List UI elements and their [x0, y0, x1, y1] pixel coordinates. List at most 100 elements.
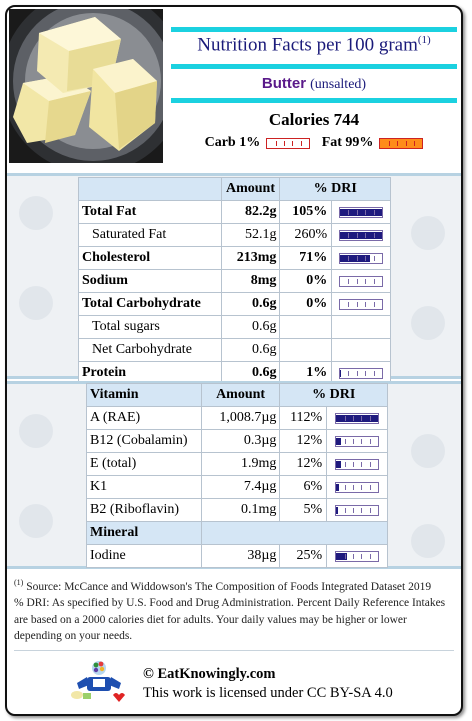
site-name[interactable]: © EatKnowingly.com: [143, 666, 276, 682]
nutrient-table: Amount % DRI Total Fat 82.2g 105% Saturated…: [78, 177, 391, 385]
bar-tick: [397, 140, 399, 146]
vitamin-row-name: E (total): [86, 452, 202, 476]
footnote-source: (1) Source: McCance and Widdowson's The …: [14, 575, 456, 595]
footnote-source-text: Source: McCance and Widdowson's The Comp…: [26, 580, 432, 593]
mineral-row-name: Iodine: [86, 544, 202, 568]
vitamin-row-dri-bar-cell: [326, 452, 388, 476]
bar-tick: [352, 484, 354, 490]
nutrient-row: Saturated Fat 52.1g 260%: [78, 223, 391, 247]
mineral-row: Iodine 38µg 25%: [86, 544, 388, 568]
product-qualifier: (unsalted): [310, 77, 367, 92]
bar-tick: [373, 301, 375, 307]
macro-fat-label: Fat 99%: [321, 135, 374, 150]
bar-tick: [361, 484, 363, 490]
nutrient-dri: 260%: [279, 223, 333, 247]
nutrient-name: Total Fat: [78, 200, 222, 224]
vitamin-row-dri-bar-cell: [326, 475, 388, 499]
nutrient-dri-bar-cell: [331, 200, 391, 224]
nutrient-dri-bar-cell: [331, 269, 391, 293]
bar-tick: [369, 415, 371, 421]
nutrient-dri: 105%: [279, 200, 333, 224]
nutrient-name: Total sugars: [78, 315, 222, 339]
mineral-row-dri-bar-cell: [326, 544, 388, 568]
nutrient-dri-bar-cell: [331, 338, 391, 362]
eatknowingly-logo-icon[interactable]: [69, 657, 127, 707]
nutrient-rows: Total Fat 82.2g 105% Saturated Fat 52.1g 260%…: [78, 200, 391, 385]
macro-fat: Fat 99%: [322, 135, 424, 151]
bar-tick: [361, 461, 363, 467]
nutrient-dri-bar-cell: [331, 246, 391, 270]
nutrient-amount: 8mg: [220, 269, 281, 293]
bar-tick: [348, 209, 350, 215]
footnote-marker: (1): [14, 578, 24, 587]
dri-bar-fill: [336, 414, 379, 422]
bar-tick: [348, 255, 350, 261]
product-bottom-rule: [171, 98, 457, 103]
vitamin-row-dri: 112%: [279, 406, 328, 430]
bar-tick: [352, 415, 354, 421]
macro-fat-fill: [380, 138, 422, 148]
mineral-row-amount: 38µg: [200, 544, 281, 568]
vitamin-row-dri: 12%: [279, 429, 328, 453]
bar-tick: [373, 232, 375, 238]
background-motif: [19, 286, 53, 320]
dri-bar-fill: [336, 460, 342, 468]
title-footnote-ref[interactable]: (1): [417, 34, 431, 46]
bar-tick: [369, 461, 371, 467]
mineral-row-dri: 25%: [279, 544, 328, 568]
macro-breakdown: Carb 1% Fat 99%: [169, 135, 459, 151]
bar-tick: [344, 461, 346, 467]
nutrient-dri: [279, 338, 333, 362]
footer-rule: [14, 650, 454, 651]
title-text: Nutrition Facts per 100 gram: [197, 34, 418, 56]
dri-bar-fill: [336, 552, 347, 560]
footnote: (1) Source: McCance and Widdowson's The …: [14, 575, 456, 645]
bar-tick: [405, 140, 407, 146]
bar-tick: [348, 232, 350, 238]
vitamin-header-row: Vitamin Amount % DRI: [86, 383, 388, 407]
nutrient-amount: 82.2g: [220, 200, 281, 224]
nutrient-header-dri: % DRI: [279, 177, 391, 201]
bar-tick: [373, 255, 375, 261]
nutrient-name: Saturated Fat: [78, 223, 222, 247]
mineral-header: Mineral: [86, 521, 202, 545]
dri-bar-fill: [340, 231, 383, 239]
bar-tick: [369, 507, 371, 513]
nutrient-row: Total sugars 0.6g: [78, 315, 391, 339]
bar-tick: [356, 301, 358, 307]
vitamin-header-dri: % DRI: [279, 383, 388, 407]
nutrient-amount: 0.6g: [220, 292, 281, 316]
nutrient-amount: 213mg: [220, 246, 281, 270]
dri-bar-fill: [336, 483, 339, 491]
nutrient-dri-bar-cell: [331, 315, 391, 339]
bar-tick: [356, 232, 358, 238]
nutrient-name: Cholesterol: [78, 246, 222, 270]
bar-tick: [361, 553, 363, 559]
nutrient-row: Total Carbohydrate 0.6g 0%: [78, 292, 391, 316]
nutrition-card: Nutrition Facts per 100 gram(1) Butter (…: [5, 5, 463, 716]
product-name: Butter: [261, 75, 307, 92]
vitamin-row-amount: 7.4µg: [200, 475, 281, 499]
bar-tick: [348, 370, 350, 376]
background-motif: [411, 434, 445, 468]
title-top-rule: [171, 27, 457, 32]
macro-carb-label: Carb 1%: [204, 135, 261, 150]
nutrient-row: Sodium 8mg 0%: [78, 269, 391, 293]
nutrient-row: Net Carbohydrate 0.6g: [78, 338, 391, 362]
dri-bar: [335, 481, 380, 493]
vitamin-row: A (RAE) 1,008.7µg 112%: [86, 406, 388, 430]
bar-tick: [292, 140, 294, 146]
nutrient-header-name: [78, 177, 222, 201]
vitamin-row-amount: 1,008.7µg: [200, 406, 281, 430]
dri-bar: [339, 298, 384, 310]
nutrient-row: Cholesterol 213mg 71%: [78, 246, 391, 270]
bar-tick: [365, 370, 367, 376]
bar-tick: [344, 438, 346, 444]
product-line: Butter (unsalted): [169, 75, 459, 93]
food-photo: [9, 9, 163, 163]
vitamin-row: K1 7.4µg 6%: [86, 475, 388, 499]
logo-graphic: [71, 661, 125, 702]
nutrient-header-amount: Amount: [220, 177, 281, 201]
license-text[interactable]: This work is licensed under CC BY-SA 4.0: [143, 685, 393, 701]
bar-tick: [373, 278, 375, 284]
